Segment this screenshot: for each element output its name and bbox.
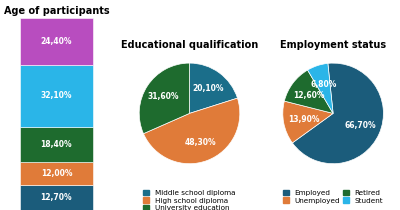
Text: 24,40%: 24,40% xyxy=(41,37,72,46)
Text: 48,30%: 48,30% xyxy=(185,138,216,147)
Text: 13,90%: 13,90% xyxy=(288,115,319,124)
Text: 31,60%: 31,60% xyxy=(148,92,179,101)
Text: Age of participants: Age of participants xyxy=(4,6,110,16)
Bar xyxy=(20,127,93,162)
Legend: Middle school diploma, High school diploma, University education: Middle school diploma, High school diplo… xyxy=(144,190,236,210)
Legend: Employed, Unemployed, Retired, Student: Employed, Unemployed, Retired, Student xyxy=(283,190,383,203)
Wedge shape xyxy=(308,63,333,113)
Text: 12,60%: 12,60% xyxy=(293,91,325,100)
Wedge shape xyxy=(292,63,384,164)
Text: 6,80%: 6,80% xyxy=(310,80,337,89)
Title: Employment status: Employment status xyxy=(280,40,386,50)
Wedge shape xyxy=(144,98,240,164)
Wedge shape xyxy=(284,70,333,113)
Title: Educational qualification: Educational qualification xyxy=(121,40,258,50)
Text: 12,70%: 12,70% xyxy=(40,193,72,202)
Bar xyxy=(20,162,93,185)
Bar xyxy=(20,18,93,65)
Text: 12,00%: 12,00% xyxy=(41,169,72,178)
Bar xyxy=(20,65,93,127)
Wedge shape xyxy=(139,63,190,134)
Text: 32,10%: 32,10% xyxy=(41,91,72,100)
Wedge shape xyxy=(283,101,333,143)
Text: 66,70%: 66,70% xyxy=(345,121,376,130)
Wedge shape xyxy=(190,63,238,113)
Text: 20,10%: 20,10% xyxy=(192,84,224,93)
Bar xyxy=(20,185,93,210)
Text: 18,40%: 18,40% xyxy=(40,140,72,149)
